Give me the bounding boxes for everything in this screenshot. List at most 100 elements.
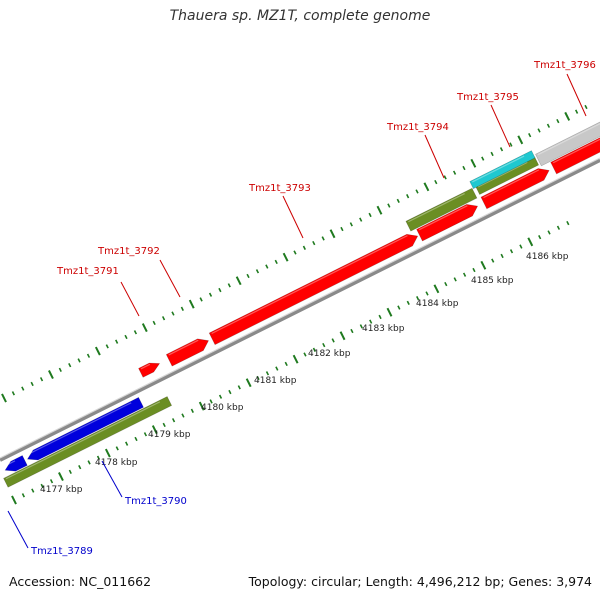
inner-tick (500, 253, 504, 259)
inner-tick (519, 244, 523, 249)
gene-label-leader (101, 460, 123, 498)
outer-tick (105, 344, 109, 349)
gene-label-leader (120, 281, 140, 317)
inner-tick (472, 267, 476, 273)
inner-tick (566, 220, 570, 226)
scale-label: 4181 kbp (254, 376, 297, 386)
gene-olive-reverse-sheen (5, 401, 161, 480)
gene-gray-3796-sheen (537, 123, 600, 156)
inner-tick (303, 352, 307, 357)
gene-arrow-3793 (208, 233, 419, 346)
inner-tick (462, 272, 467, 277)
inner-tick (491, 258, 495, 263)
inner-tick (198, 401, 205, 411)
outer-tick (312, 240, 316, 246)
outer-tick (152, 320, 156, 326)
backbone-highlight (0, 157, 600, 459)
inner-tick (433, 284, 440, 294)
outer-tick (415, 189, 419, 194)
inner-tick (292, 354, 299, 364)
gene-label-leader (490, 104, 511, 148)
inner-tick (21, 493, 25, 498)
accession-label: Accession: NC_011662 (9, 574, 152, 589)
inner-tick (40, 483, 44, 489)
gene-arrow-3790 (26, 397, 144, 461)
gene-label: Tmz1t_3792 (97, 246, 160, 257)
inner-tick (406, 300, 410, 306)
outer-tick (302, 245, 306, 250)
outer-tick (274, 259, 278, 265)
outer-tick (481, 156, 485, 161)
gene-arrow-3794-red-sheen (418, 205, 468, 231)
inner-tick (312, 347, 316, 352)
outer-tick (321, 236, 325, 241)
gene-label-leader (282, 195, 304, 239)
gene-arrow-3796-red (550, 137, 600, 175)
outer-tick (462, 165, 466, 171)
scale-label: 4183 kbp (362, 324, 405, 334)
gene-label-leader (566, 73, 587, 117)
outer-tick (359, 217, 363, 222)
inner-tick (96, 455, 101, 460)
outer-tick (48, 370, 54, 380)
outer-tick (376, 205, 383, 215)
inner-tick (547, 230, 551, 235)
gene-olive-3795-sheen (477, 161, 528, 188)
scale-label: 4182 kbp (308, 349, 351, 359)
outer-tick (58, 367, 62, 372)
inner-tick (125, 441, 129, 446)
inner-tick (322, 342, 326, 348)
inner-tick (284, 361, 288, 367)
inner-tick (275, 366, 279, 371)
outer-tick (509, 142, 513, 147)
outer-tick (39, 377, 44, 382)
scale-label: 4184 kbp (416, 299, 459, 309)
scale-label: 4179 kbp (148, 430, 191, 440)
inner-tick (265, 371, 270, 376)
inner-tick (245, 378, 252, 388)
outer-tick (584, 104, 588, 110)
gene-label: Tmz1t_3790 (124, 496, 187, 507)
inner-tick (538, 235, 542, 240)
outer-tick (443, 175, 447, 180)
outer-tick (396, 198, 400, 204)
gene-label: Tmz1t_3793 (248, 183, 311, 194)
inner-tick (31, 488, 35, 493)
outer-tick (255, 269, 260, 274)
gene-gray-3796 (535, 121, 600, 167)
inner-tick (444, 281, 448, 287)
inner-tick (68, 469, 72, 474)
inner-tick (416, 296, 420, 301)
inner-tick (556, 225, 561, 230)
inner-tick (331, 338, 335, 343)
gene-olive-3794-sheen (408, 193, 465, 223)
gene-arrow-3795-red (480, 168, 550, 210)
map-title: Thauera sp. MZ1T, complete genome (169, 8, 431, 24)
outer-tick (180, 306, 184, 311)
outer-tick (86, 353, 91, 358)
outer-tick (188, 299, 195, 309)
outer-tick (528, 133, 532, 138)
outer-tick (537, 128, 541, 133)
inner-tick-marks (11, 220, 570, 505)
scale-label: 4177 kbp (40, 485, 83, 495)
outer-tick (124, 334, 128, 340)
scale-label: 4178 kbp (95, 458, 138, 468)
outer-tick (115, 339, 119, 344)
gene-label: Tmz1t_3791 (56, 266, 119, 277)
gene-olive-reverse (3, 396, 173, 488)
outer-tick (1, 393, 7, 403)
outer-tick (349, 222, 353, 227)
gene-label: Tmz1t_3795 (456, 92, 519, 103)
inner-tick (11, 495, 17, 505)
outer-tick (141, 323, 148, 333)
inner-tick (134, 436, 138, 442)
inner-tick (87, 460, 91, 465)
outer-tick (11, 391, 15, 396)
outer-tick (574, 109, 579, 114)
outer-tick (282, 252, 289, 262)
gene-olive-3794 (405, 187, 478, 232)
inner-tick (104, 448, 111, 458)
inner-tick (49, 479, 54, 484)
